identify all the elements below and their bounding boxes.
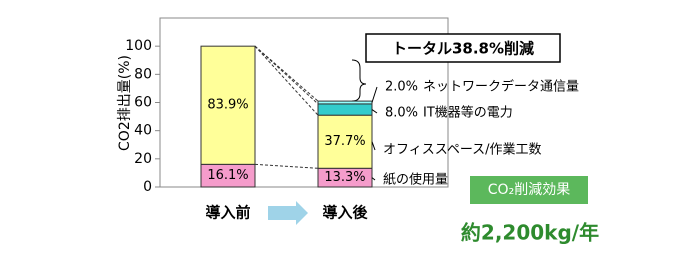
effect-box — [470, 176, 588, 204]
value-label: 2.0% — [385, 80, 418, 95]
legend-label: オフィススペース/作業工数 — [383, 142, 542, 158]
value-label: 13.3% — [324, 170, 365, 185]
bar-segment — [317, 100, 373, 105]
callout-box — [365, 33, 561, 63]
leader-line — [371, 109, 378, 114]
effect-value: 約2,200kg/年 — [461, 221, 599, 245]
y-tick-label: 20 — [134, 151, 152, 167]
brace — [351, 59, 367, 102]
value-label: 37.7% — [324, 134, 365, 149]
x-tick-label: 導入後 — [322, 204, 368, 222]
bar-segment — [200, 45, 256, 165]
connector — [254, 163, 319, 169]
leader-line — [371, 177, 376, 181]
value-label: 16.1% — [207, 168, 248, 183]
effect-title: CO₂削減効果 — [488, 181, 570, 198]
value-label: 83.9% — [207, 98, 248, 113]
y-tick-label: 100 — [125, 38, 152, 54]
connector — [254, 45, 319, 105]
connector — [254, 45, 319, 116]
value-label: 8.0% — [385, 106, 418, 121]
connector — [254, 45, 319, 102]
y-tick-label: 40 — [134, 123, 152, 139]
bar-segment — [317, 114, 373, 169]
arrow — [268, 201, 308, 225]
y-tick-label: 0 — [143, 179, 152, 195]
x-tick-label: 導入前 — [205, 204, 250, 222]
y-axis-label: CO2排出量(%) — [117, 55, 133, 151]
y-tick-label: 80 — [134, 66, 152, 82]
leader-line — [371, 86, 378, 103]
leader-line — [371, 141, 376, 151]
legend-label: IT機器等の電力 — [423, 105, 513, 121]
legend-label: 紙の使用量 — [383, 172, 448, 188]
legend-label: ネットワークデータ通信量 — [423, 79, 579, 95]
bar-segment — [317, 103, 373, 116]
callout: トータル38.8%削減 — [392, 40, 534, 58]
y-tick-label: 60 — [134, 95, 152, 111]
